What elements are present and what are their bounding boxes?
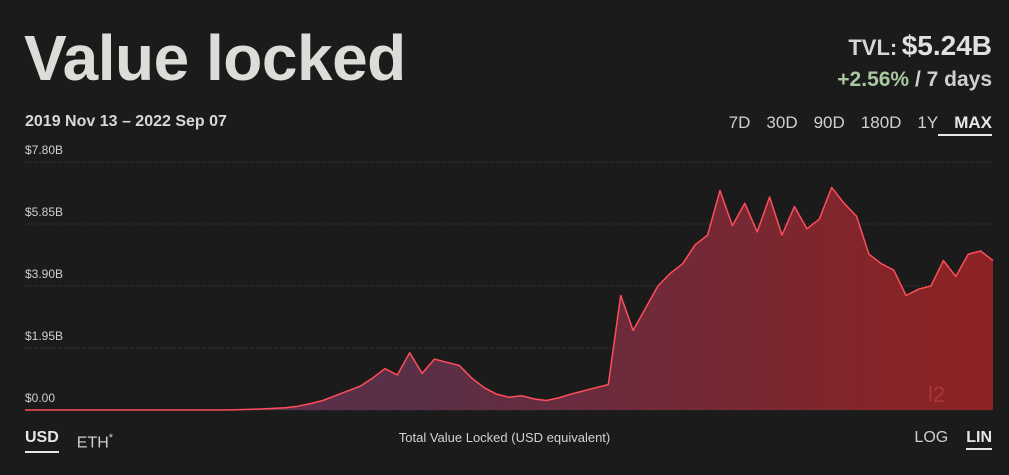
watermark-logo: l2 <box>928 382 945 407</box>
page-title: Value locked <box>24 22 406 94</box>
unit-usd-button[interactable]: USD <box>25 428 59 454</box>
range-1y-button[interactable]: 1Y <box>917 113 939 132</box>
date-range: 2019 Nov 13 – 2022 Sep 07 <box>25 113 227 130</box>
tvl-change-period: / 7 days <box>909 68 992 91</box>
range-90d-button[interactable]: 90D <box>813 113 845 132</box>
y-axis-ticks: $0.00 $1.95B $3.90B $5.85B $7.80B <box>25 143 63 405</box>
unit-eth-button[interactable]: ETH* <box>77 428 113 453</box>
unit-selector: USD ETH* <box>25 428 113 454</box>
y-tick-label: $3.90B <box>25 267 63 281</box>
scale-lin-button[interactable]: LIN <box>966 428 992 450</box>
unit-eth-label: ETH <box>76 434 109 452</box>
tvl-value: $5.24B <box>901 30 992 61</box>
tvl-line: TVL: $5.24B <box>837 30 992 67</box>
range-180d-button[interactable]: 180D <box>860 113 902 132</box>
time-range-selector: 7D 30D 90D 180D 1Y MAX <box>713 112 992 136</box>
tvl-summary: TVL: $5.24B +2.56% / 7 days <box>837 30 992 93</box>
y-tick-label: $1.95B <box>25 329 63 343</box>
tvl-chart[interactable]: $0.00 $1.95B $3.90B $5.85B $7.80B l2 <box>0 140 1009 420</box>
scale-log-button[interactable]: LOG <box>914 429 949 446</box>
range-7d-button[interactable]: 7D <box>728 113 751 132</box>
scale-selector: LOG LIN <box>914 428 992 450</box>
tvl-area <box>25 187 993 410</box>
tvl-line <box>25 186 994 411</box>
y-tick-label: $7.80B <box>25 143 63 157</box>
range-max-button[interactable]: MAX <box>938 112 992 136</box>
tvl-chart-svg: $0.00 $1.95B $3.90B $5.85B $7.80B l2 <box>25 143 994 411</box>
tvl-change-percent: +2.56% <box>837 68 910 91</box>
tvl-label: TVL: <box>848 35 898 60</box>
y-tick-label: $5.85B <box>25 205 63 219</box>
range-30d-button[interactable]: 30D <box>766 113 798 132</box>
tvl-change-line: +2.56% / 7 days <box>837 67 992 93</box>
y-tick-label: $0.00 <box>25 391 55 405</box>
unit-eth-footnote-mark: * <box>108 432 114 444</box>
chart-caption: Total Value Locked (USD equivalent) <box>398 430 611 445</box>
